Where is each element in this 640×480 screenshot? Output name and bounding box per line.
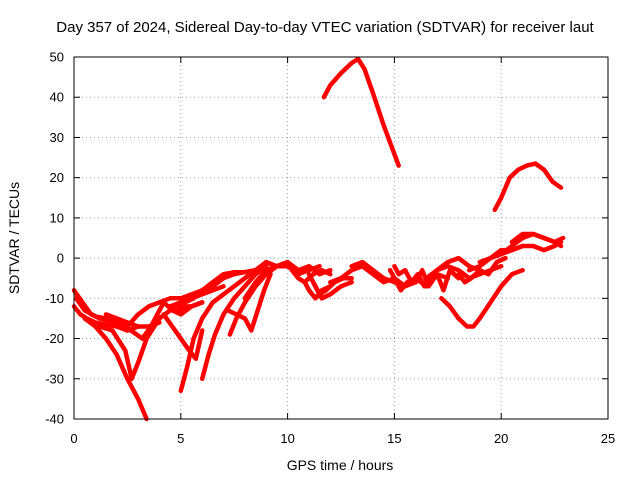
series-arc-dip-2 — [97, 316, 162, 382]
y-tick-label: 0 — [57, 251, 64, 266]
x-tick-label: 10 — [280, 431, 294, 446]
series-arc-18-20h — [456, 255, 508, 285]
grid-lines — [74, 57, 608, 419]
chart-title: Day 357 of 2024, Sidereal Day-to-day VTE… — [56, 19, 594, 36]
series-arc-early-c — [73, 296, 130, 333]
y-tick-label: -10 — [45, 291, 64, 306]
series-arc-3-4h — [125, 296, 184, 329]
plot-frame — [73, 56, 609, 420]
y-tick-labels: -40 -30 -20 -10 0 10 20 30 40 50 — [45, 50, 64, 427]
series-arc-rise-5h — [178, 263, 269, 394]
series-arc-dip-8h — [225, 271, 273, 333]
x-tick-label: 15 — [387, 431, 401, 446]
series-arc-20-23h — [509, 231, 566, 245]
x-tick-label: 0 — [70, 431, 77, 446]
y-tick-label: 10 — [50, 210, 64, 225]
y-tick-label: -30 — [45, 371, 64, 386]
series-arc-15-17h-b — [392, 263, 440, 289]
series-arc-dive-1 — [82, 316, 149, 422]
y-tick-label: -40 — [45, 412, 64, 427]
series-arc-19-22h — [477, 239, 564, 265]
series-arc-4-6h-b — [167, 300, 205, 313]
y-tick-label: 50 — [50, 50, 64, 65]
series-arc-16-18h — [413, 267, 461, 293]
series-arc-dip-5h — [161, 312, 205, 361]
y-tick-label: -20 — [45, 331, 64, 346]
series-arc-rise-7h — [227, 263, 280, 337]
series-arc-rise-6h — [199, 263, 269, 382]
y-tick-label: 20 — [50, 170, 64, 185]
series-arc-peak-13h — [321, 56, 401, 168]
x-tick-label: 25 — [601, 431, 615, 446]
series-arc-10-12h — [274, 263, 322, 277]
x-axis-label: GPS time / hours — [287, 457, 394, 473]
y-axis-label: SDTVAR / TECUs — [6, 182, 22, 294]
data-series — [71, 56, 566, 422]
x-tick-label: 5 — [177, 431, 184, 446]
series-arc-dip-18h — [439, 267, 525, 329]
y-tick-label: 30 — [50, 130, 64, 145]
y-tick-label: 40 — [50, 90, 64, 105]
series-arc-late-upper — [492, 161, 564, 213]
x-tick-labels: 0 5 10 15 20 25 — [70, 431, 615, 446]
x-tick-label: 20 — [494, 431, 508, 446]
